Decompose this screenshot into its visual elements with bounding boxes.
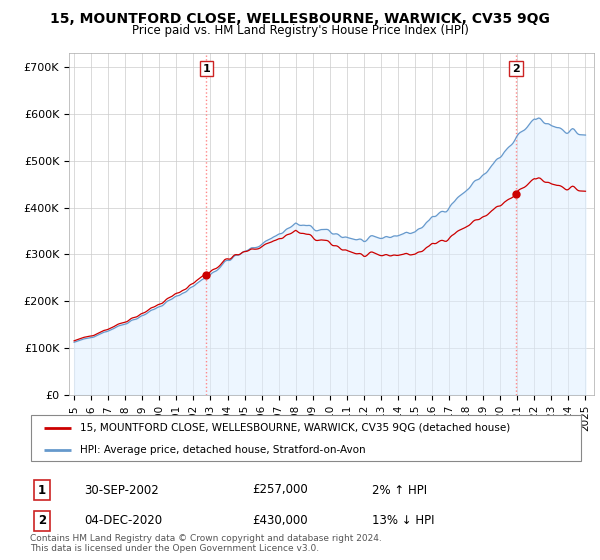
Text: 1: 1 xyxy=(202,64,210,73)
Text: 30-SEP-2002: 30-SEP-2002 xyxy=(84,483,159,497)
Text: Price paid vs. HM Land Registry's House Price Index (HPI): Price paid vs. HM Land Registry's House … xyxy=(131,24,469,36)
Text: 2: 2 xyxy=(38,514,46,528)
Text: 15, MOUNTFORD CLOSE, WELLESBOURNE, WARWICK, CV35 9QG: 15, MOUNTFORD CLOSE, WELLESBOURNE, WARWI… xyxy=(50,12,550,26)
Text: HPI: Average price, detached house, Stratford-on-Avon: HPI: Average price, detached house, Stra… xyxy=(80,445,365,455)
Text: 13% ↓ HPI: 13% ↓ HPI xyxy=(372,514,434,528)
Text: 15, MOUNTFORD CLOSE, WELLESBOURNE, WARWICK, CV35 9QG (detached house): 15, MOUNTFORD CLOSE, WELLESBOURNE, WARWI… xyxy=(80,423,510,433)
Text: £430,000: £430,000 xyxy=(252,514,308,528)
Text: £257,000: £257,000 xyxy=(252,483,308,497)
Text: 1: 1 xyxy=(38,483,46,497)
FancyBboxPatch shape xyxy=(31,416,581,461)
Text: Contains HM Land Registry data © Crown copyright and database right 2024.
This d: Contains HM Land Registry data © Crown c… xyxy=(30,534,382,553)
Text: 2: 2 xyxy=(512,64,520,73)
Text: 04-DEC-2020: 04-DEC-2020 xyxy=(84,514,162,528)
Text: 2% ↑ HPI: 2% ↑ HPI xyxy=(372,483,427,497)
